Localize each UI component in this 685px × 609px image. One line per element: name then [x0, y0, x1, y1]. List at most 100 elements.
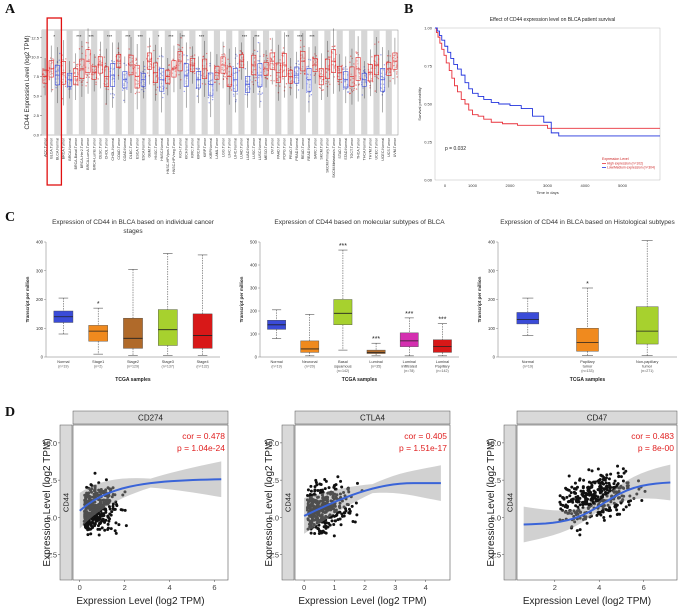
y-tick-label: 12.5 [31, 35, 40, 40]
data-point [77, 63, 79, 66]
significance-mark: *** [339, 243, 347, 250]
data-point [364, 71, 366, 73]
y-tick-label: 0 [255, 355, 258, 360]
category-label: LGG.Tumor [221, 137, 225, 157]
data-point [322, 89, 324, 91]
data-point [96, 511, 100, 515]
data-point [129, 61, 132, 64]
x-tick-label: 0 [78, 583, 82, 592]
data-point [615, 503, 619, 507]
data-point [312, 498, 316, 502]
data-point [113, 60, 115, 63]
data-point [111, 486, 115, 490]
data-point [159, 76, 161, 79]
data-point [253, 56, 256, 59]
data-point [315, 55, 318, 57]
band [115, 30, 122, 135]
correlation-text: cor = 0.478 [182, 431, 225, 441]
data-point [299, 39, 302, 42]
data-point [636, 479, 640, 483]
data-point [608, 488, 612, 492]
data-point [238, 70, 240, 72]
data-point [55, 81, 58, 84]
data-point [202, 74, 205, 76]
box [576, 328, 599, 352]
data-point [235, 99, 237, 101]
data-point [617, 489, 621, 493]
data-point [371, 56, 373, 58]
data-point [235, 66, 238, 69]
data-point [327, 506, 331, 510]
data-point [643, 489, 647, 493]
category-label: KIRC.Normal [197, 138, 201, 159]
correlation-text: cor = 0.483 [631, 431, 674, 441]
data-point [91, 63, 94, 66]
data-point [276, 74, 278, 77]
data-point [112, 92, 114, 95]
data-point [355, 513, 359, 517]
data-point [315, 518, 319, 522]
data-point [325, 495, 329, 499]
data-point [143, 84, 145, 86]
data-point [358, 76, 361, 78]
data-point [174, 70, 177, 72]
data-point [616, 512, 620, 516]
category-label: LAML.Tumor [215, 137, 219, 158]
y-axis-label: CD44 Expression Level (log2 TPM) [25, 36, 31, 130]
category-label: MESO.Tumor [264, 137, 268, 160]
data-point [329, 492, 333, 496]
pvalue-text: p = 1.51e-17 [399, 443, 447, 453]
category-label: BRCA-Basal.Tumor [74, 137, 78, 169]
data-point [584, 495, 588, 499]
data-point [52, 59, 55, 61]
panel-c-subtypes-boxplot: Expression of CD44 based on molecular su… [239, 219, 459, 383]
data-point [112, 96, 115, 99]
data-point [94, 56, 97, 58]
data-point [212, 96, 214, 98]
data-point [581, 503, 585, 507]
category-points [318, 68, 325, 92]
data-point [260, 84, 263, 86]
significance-mark: *** [199, 34, 205, 39]
km-y-tick-label: 0.75 [424, 64, 433, 69]
data-point [186, 55, 188, 57]
data-point [190, 56, 192, 58]
data-point [619, 475, 623, 479]
group-label: Luminal [369, 360, 382, 364]
data-point [193, 54, 196, 56]
box [123, 317, 143, 349]
y-axis-label: Expression Level (log2 TPM) [486, 438, 497, 566]
data-point [380, 87, 382, 90]
data-point [148, 75, 150, 77]
data-point [221, 60, 224, 62]
data-point [289, 86, 291, 89]
y-tick-label: 10.0 [486, 439, 501, 448]
data-point [211, 79, 213, 81]
data-point [252, 69, 254, 71]
data-point [186, 75, 188, 77]
data-point [128, 71, 131, 74]
data-point [287, 68, 290, 70]
category-label: LIHC.Tumor [227, 137, 231, 157]
data-point [578, 533, 582, 537]
data-point [565, 506, 569, 510]
data-point [43, 86, 45, 88]
x-tick-label: 2 [553, 583, 557, 592]
data-point [88, 73, 91, 75]
km-x-tick-label: 3000 [543, 183, 553, 188]
data-point [135, 79, 138, 82]
data-point [104, 62, 107, 65]
data-point [270, 62, 272, 65]
data-point [222, 75, 225, 77]
data-point [567, 488, 571, 492]
y-tick-label: 400 [250, 263, 258, 268]
category-label: READ.Normal [307, 138, 311, 161]
data-point [125, 64, 128, 66]
data-point [322, 525, 326, 529]
data-point [98, 58, 100, 60]
data-point [377, 63, 379, 65]
data-point [341, 64, 343, 67]
data-point [88, 46, 90, 49]
data-point [593, 490, 597, 494]
x-axis-label: Expression Level (log2 TPM) [298, 596, 426, 607]
